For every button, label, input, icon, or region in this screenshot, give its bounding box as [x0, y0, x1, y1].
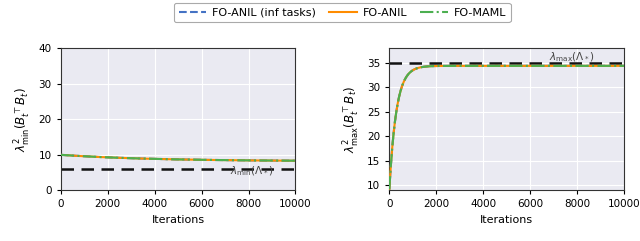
Y-axis label: $\lambda^2_{\max}(B_t^\top B_t)$: $\lambda^2_{\max}(B_t^\top B_t)$: [341, 86, 362, 153]
X-axis label: Iterations: Iterations: [152, 215, 205, 225]
Legend: FO-ANIL (inf tasks), FO-ANIL, FO-MAML: FO-ANIL (inf tasks), FO-ANIL, FO-MAML: [174, 3, 511, 22]
Text: $\lambda_{\min}(\Lambda_*)$: $\lambda_{\min}(\Lambda_*)$: [230, 165, 273, 178]
Text: $\lambda_{\max}(\Lambda_*)$: $\lambda_{\max}(\Lambda_*)$: [549, 50, 595, 64]
X-axis label: Iterations: Iterations: [480, 215, 533, 225]
Y-axis label: $\lambda^2_{\min}(B_t^\top B_t)$: $\lambda^2_{\min}(B_t^\top B_t)$: [13, 87, 33, 152]
